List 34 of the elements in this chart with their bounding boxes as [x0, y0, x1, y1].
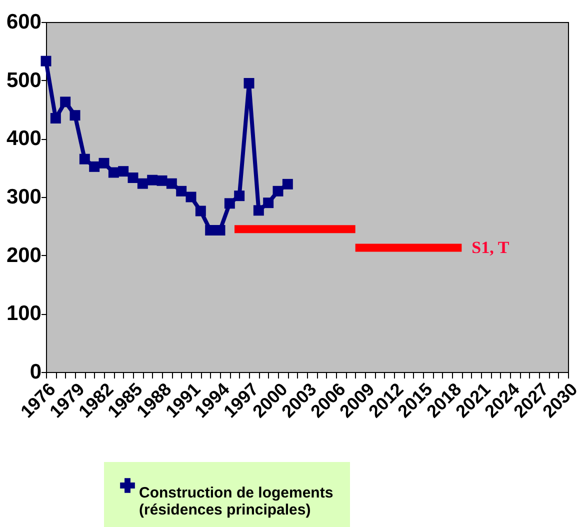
point — [176, 186, 187, 196]
point — [263, 198, 274, 208]
point — [205, 225, 216, 236]
point — [89, 161, 100, 172]
point — [166, 178, 177, 189]
y-tick-label: 0 — [30, 360, 42, 384]
y-tick-label: 200 — [6, 244, 42, 267]
point — [244, 78, 254, 88]
legend-label: Construction de logements (résidences principales) — [139, 484, 334, 518]
point — [118, 166, 129, 177]
point — [195, 206, 206, 216]
point — [70, 110, 80, 121]
point — [214, 225, 226, 236]
point — [40, 56, 52, 66]
point — [50, 113, 61, 124]
point — [156, 175, 168, 186]
y-tick-label: 300 — [6, 186, 42, 208]
y-tick-label: 400 — [6, 127, 42, 150]
point — [224, 198, 235, 209]
point — [79, 154, 90, 164]
point — [137, 178, 148, 189]
point — [128, 172, 138, 183]
point — [282, 178, 293, 190]
point — [253, 205, 264, 216]
point — [147, 174, 158, 186]
point — [234, 190, 245, 202]
y-tick-label: 600 — [6, 10, 42, 34]
y-tick-label: 500 — [6, 68, 42, 92]
y-tick-label: 100 — [6, 302, 42, 326]
point — [272, 186, 284, 196]
point — [60, 96, 71, 108]
annotation: S1, T — [472, 238, 510, 257]
point — [186, 192, 196, 202]
point — [98, 158, 110, 168]
